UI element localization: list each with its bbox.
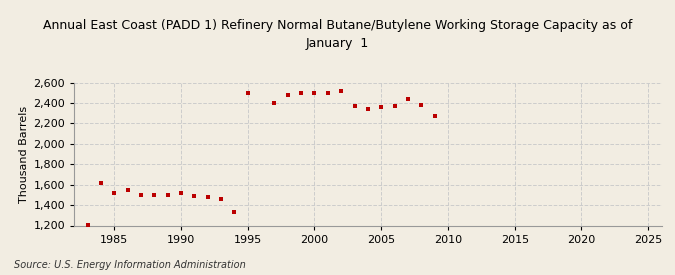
Point [242, 90, 253, 95]
Text: Annual East Coast (PADD 1) Refinery Normal Butane/Butylene Working Storage Capac: Annual East Coast (PADD 1) Refinery Norm… [43, 19, 632, 50]
Point [82, 223, 93, 227]
Point [309, 91, 320, 95]
Point [376, 105, 387, 109]
Point [109, 190, 119, 195]
Point [215, 197, 226, 201]
Point [429, 114, 440, 119]
Point [229, 210, 240, 214]
Y-axis label: Thousand Barrels: Thousand Barrels [20, 105, 29, 203]
Point [189, 194, 200, 198]
Point [136, 193, 146, 197]
Point [96, 181, 107, 186]
Point [335, 88, 346, 93]
Point [323, 91, 333, 95]
Point [296, 91, 306, 95]
Point [269, 101, 280, 105]
Point [349, 104, 360, 108]
Point [416, 103, 427, 107]
Point [122, 188, 133, 192]
Point [149, 193, 160, 197]
Point [389, 103, 400, 108]
Point [362, 106, 373, 111]
Point [202, 195, 213, 199]
Point [176, 191, 186, 195]
Point [162, 193, 173, 197]
Point [402, 97, 413, 101]
Point [282, 92, 293, 97]
Text: Source: U.S. Energy Information Administration: Source: U.S. Energy Information Administ… [14, 260, 245, 270]
